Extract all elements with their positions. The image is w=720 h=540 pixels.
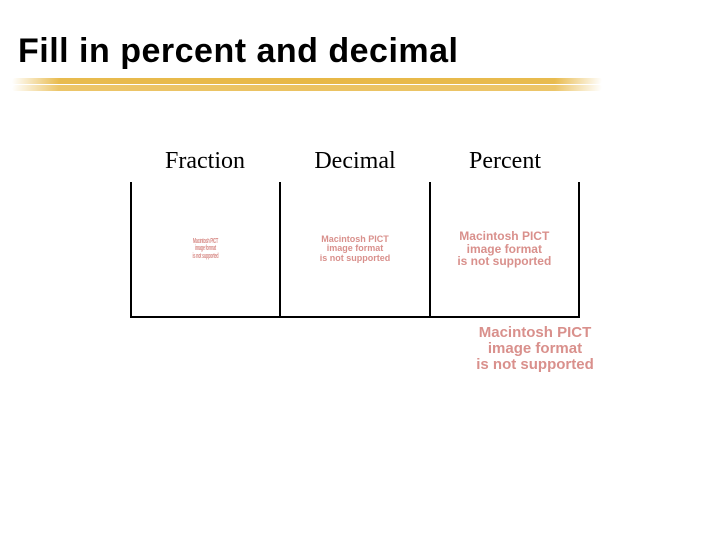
cell-decimal: Macintosh PICT image format is not suppo…: [281, 182, 430, 316]
cell-fraction: Macintosh PICT image format is not suppo…: [132, 182, 281, 316]
header-decimal: Decimal: [280, 148, 430, 175]
title-underline: [12, 78, 602, 96]
pict-error-icon: Macintosh PICT image format is not suppo…: [193, 238, 219, 260]
table-body: Macintosh PICT image format is not suppo…: [130, 182, 580, 318]
cell-percent: Macintosh PICT image format is not suppo…: [431, 182, 580, 316]
table-headers: Fraction Decimal Percent: [130, 148, 580, 175]
header-percent: Percent: [430, 148, 580, 175]
pict-error-icon: Macintosh PICT image format is not suppo…: [320, 235, 391, 263]
header-fraction: Fraction: [130, 148, 280, 175]
slide-title: Fill in percent and decimal: [18, 32, 459, 71]
pict-error-overflow: Macintosh PICT image format is not suppo…: [435, 325, 635, 372]
pict-error-icon: Macintosh PICT image format is not suppo…: [457, 230, 551, 268]
